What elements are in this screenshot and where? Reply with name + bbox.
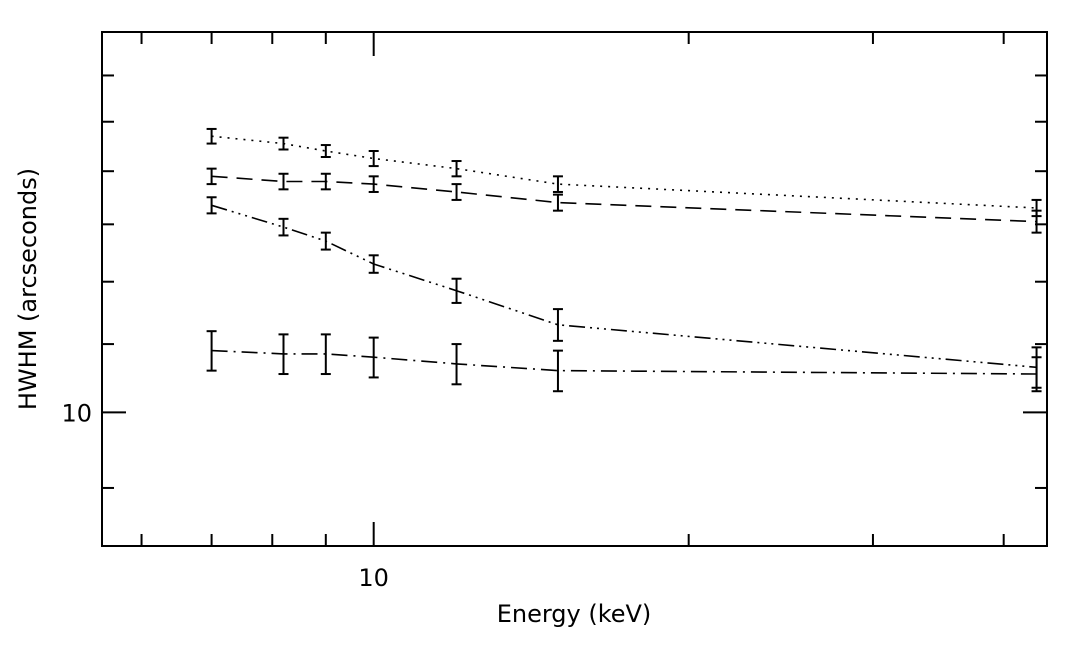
series-line-dashed [211,175,1037,223]
x-tick-label-10: 10 [358,564,389,592]
axis-ticks [102,32,1047,546]
y-tick-label-10: 10 [61,399,92,427]
series-layer [206,127,1042,393]
series-dash-dot [206,330,1042,393]
series-line-dash-triple-dot [211,204,1037,369]
x-axis-label: Energy (keV) [497,600,652,628]
series-line-dotted [211,135,1037,209]
series-dotted [206,127,1042,218]
plot-frame [101,31,1048,547]
series-line-dash-dot [211,349,1037,375]
tick-labels: 10 10 [61,399,389,592]
y-axis-label: HWHM (arcseconds) [14,168,42,410]
series-dash-triple-dot [206,196,1042,389]
series-dashed [206,167,1042,234]
